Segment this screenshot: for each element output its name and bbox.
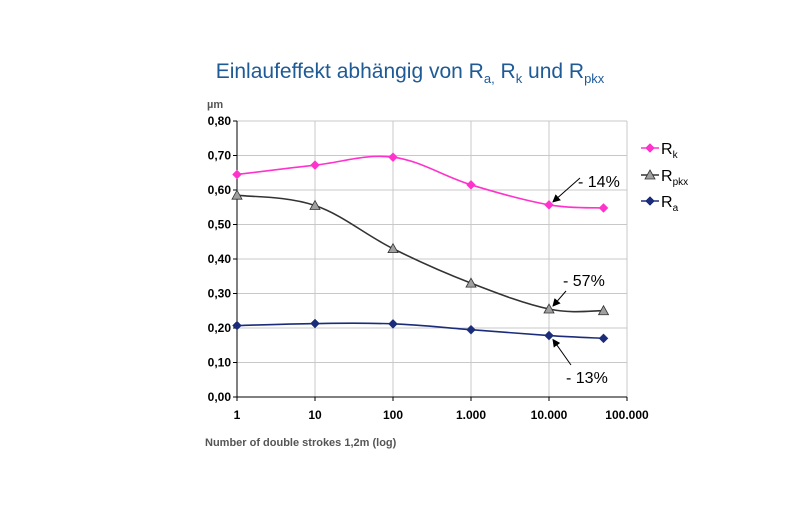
data-point-rpkx [465, 277, 477, 288]
y-tick-label: 0,30 [208, 287, 232, 301]
data-point-rk [466, 179, 476, 190]
series-group [231, 152, 610, 344]
annotation-label: - 13% [566, 370, 608, 387]
y-axis-unit: µm [207, 99, 223, 111]
legend-label-sub: k [673, 150, 679, 161]
legend-label-sub: a [673, 203, 679, 214]
x-tick-label: 1 [234, 408, 241, 422]
y-tick-label: 0,70 [208, 149, 232, 163]
title-main: Einlaufeffekt abhängig von R [216, 60, 484, 83]
data-point-ra [598, 333, 609, 344]
annotations: - 14% - 57% - 13% [552, 174, 620, 387]
y-tick-label: 0,10 [208, 356, 232, 370]
y-tick-label: 0,20 [208, 321, 232, 335]
data-point-ra [388, 319, 398, 329]
data-point-ra [544, 330, 554, 341]
grid [236, 120, 628, 398]
series-ra [232, 318, 609, 344]
y-axis: 0,00 0,10 0,20 0,30 0,40 0,50 0,60 0,70 0,80 [208, 114, 238, 404]
legend-label-main: R [661, 194, 673, 211]
data-point-rk [232, 169, 242, 180]
series-rk [232, 152, 609, 213]
legend-marker-rpkx [644, 169, 656, 180]
legend-label-main: R [661, 141, 673, 158]
legend-marker-ra [645, 196, 655, 206]
title-sub-a: a, [484, 71, 495, 86]
y-tick-label: 0,40 [208, 252, 232, 266]
y-tick-label: 0,80 [208, 114, 232, 128]
title-sub-pkx: pkx [584, 71, 605, 86]
legend-label-main: R [661, 168, 673, 185]
chart-title: Einlaufeffekt abhängig von Ra, Rk und Rp… [216, 60, 605, 86]
x-tick-label: 100.000 [605, 408, 649, 422]
annotation-label: - 57% [563, 273, 605, 290]
legend-label-rpkx: Rpkx [661, 168, 688, 188]
annotation-arrow [552, 338, 572, 366]
x-axis: 1 10 100 1.000 10.000 100.000 [234, 396, 649, 422]
y-tick-label: 0,50 [208, 218, 232, 232]
data-point-ra [310, 318, 320, 329]
legend-label-sub: pkx [673, 177, 689, 188]
legend-label-ra: Ra [661, 194, 679, 214]
x-tick-label: 10.000 [531, 408, 568, 422]
data-point-rk [310, 160, 320, 171]
data-point-rpkx [387, 242, 399, 254]
legend-label-rk: Rk [661, 141, 679, 161]
x-axis-label: Number of double strokes 1,2m (log) [205, 437, 397, 449]
annotation-arrow [552, 177, 581, 203]
data-point-rk [388, 152, 398, 163]
annotation-label: - 14% [578, 174, 620, 191]
legend-marker-rk [645, 143, 655, 153]
y-tick-label: 0,60 [208, 183, 232, 197]
data-point-rpkx [543, 303, 555, 314]
data-point-rk [544, 199, 554, 210]
series-rpkx [231, 189, 610, 316]
data-point-ra [466, 324, 476, 335]
x-tick-label: 100 [383, 408, 403, 422]
data-point-rpkx [597, 304, 610, 316]
data-point-ra [232, 320, 242, 331]
x-tick-label: 10 [308, 408, 322, 422]
annotation-arrow [552, 290, 567, 307]
data-point-rk [598, 203, 609, 213]
y-tick-label: 0,00 [208, 390, 232, 404]
title-und: und R [522, 60, 584, 83]
title-r2: R [495, 60, 516, 83]
title-sub-k: k [516, 71, 523, 86]
data-point-rpkx [231, 189, 243, 200]
data-point-rpkx [309, 199, 321, 210]
x-tick-label: 1.000 [456, 408, 486, 422]
